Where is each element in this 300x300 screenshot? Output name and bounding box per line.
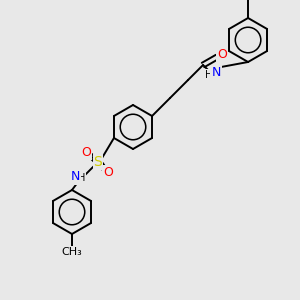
Text: N: N bbox=[70, 170, 80, 184]
Text: O: O bbox=[217, 47, 227, 61]
Text: S: S bbox=[94, 155, 102, 169]
Text: H: H bbox=[78, 173, 86, 183]
Text: O: O bbox=[81, 146, 91, 158]
Text: N: N bbox=[212, 65, 221, 79]
Text: H: H bbox=[206, 70, 213, 80]
Text: CH₃: CH₃ bbox=[61, 247, 82, 257]
Text: O: O bbox=[103, 166, 113, 178]
